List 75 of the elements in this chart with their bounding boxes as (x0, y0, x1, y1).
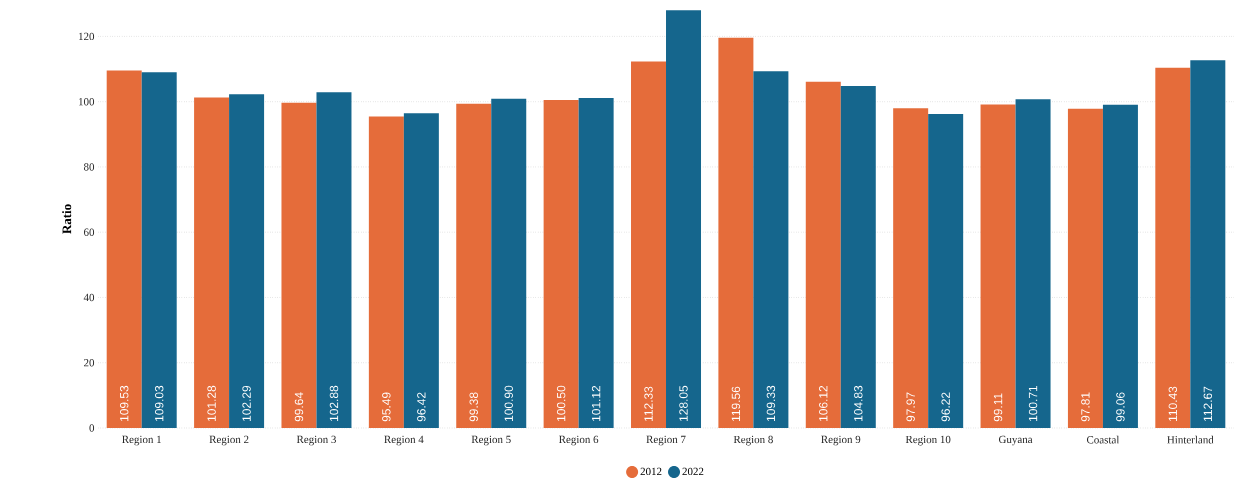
x-tick-label: Region 9 (821, 435, 861, 446)
data-label: 112.67 (1203, 386, 1213, 421)
x-tick-label: Region 8 (733, 435, 773, 446)
data-label: 104.83 (854, 385, 863, 421)
data-label: 106.12 (819, 385, 828, 421)
bar (1155, 67, 1191, 428)
data-label: 99.64 (294, 392, 304, 422)
bar (718, 37, 754, 428)
data-label: 109.03 (154, 385, 164, 421)
bar (106, 70, 142, 428)
data-label: 99.38 (469, 392, 478, 422)
data-label: 100.50 (556, 385, 566, 421)
y-tick-label: 0 (89, 424, 95, 432)
bar (491, 98, 527, 428)
bar (1067, 108, 1103, 428)
bar (141, 72, 177, 428)
data-label: 102.88 (329, 385, 339, 421)
data-label: 96.22 (941, 392, 950, 422)
bar (578, 98, 614, 428)
legend-label: 2012 (640, 467, 662, 476)
y-axis-title: Ratio (62, 204, 72, 234)
bar (229, 94, 265, 428)
bar (1015, 99, 1051, 428)
x-tick-label: Region 4 (384, 435, 424, 446)
y-tick-label: 40 (83, 293, 95, 302)
data-label: 96.42 (417, 392, 426, 422)
data-label: 100.71 (1028, 385, 1038, 421)
bar (316, 92, 352, 428)
y-tick-label: 20 (84, 359, 95, 367)
data-label: 97.97 (906, 392, 915, 422)
bar (1102, 104, 1138, 428)
bar (368, 116, 404, 428)
data-label: 99.06 (1116, 392, 1125, 422)
x-tick-label: Hinterland (1167, 435, 1214, 444)
bar (980, 104, 1016, 428)
data-label: 128.05 (679, 385, 688, 421)
y-tick-label: 120 (79, 32, 95, 41)
data-label: 102.29 (242, 385, 251, 421)
x-tick-label: Region 6 (559, 435, 599, 446)
bar (840, 85, 876, 428)
data-label: 97.81 (1081, 392, 1090, 422)
bar (631, 61, 667, 428)
bar (928, 114, 964, 428)
data-label: 99.11 (993, 393, 1003, 422)
data-label: 110.43 (1168, 386, 1178, 421)
bar (543, 100, 579, 428)
x-tick-label: Region 2 (209, 435, 249, 446)
data-label: 109.33 (766, 385, 776, 421)
data-label: 101.28 (207, 385, 216, 421)
bar (281, 102, 317, 428)
legend-label: 2022 (682, 467, 704, 476)
x-tick-label: Coastal (1086, 435, 1120, 444)
x-tick-label: Region 3 (296, 435, 336, 446)
data-label: 109.53 (119, 385, 129, 421)
bar (666, 10, 702, 428)
bar (805, 81, 841, 428)
y-tick-label: 60 (84, 228, 95, 236)
bar (403, 113, 439, 428)
x-tick-label: Region 5 (471, 435, 511, 446)
data-label: 95.49 (382, 392, 391, 422)
data-label: 112.33 (644, 386, 653, 421)
bar (893, 108, 929, 428)
bar (1190, 60, 1226, 428)
data-label: 100.90 (504, 385, 513, 421)
x-tick-label: Region 1 (122, 435, 161, 446)
y-tick-label: 80 (83, 163, 95, 171)
x-tick-label: Region 10 (905, 435, 951, 446)
data-label: 119.56 (731, 386, 741, 421)
data-label: 101.12 (591, 385, 601, 421)
bar (753, 71, 789, 428)
y-tick-label: 100 (79, 97, 95, 106)
x-tick-label: Region 7 (646, 435, 686, 446)
x-tick-label: Guyana (998, 435, 1033, 446)
bar (456, 103, 492, 428)
bar (194, 97, 230, 428)
